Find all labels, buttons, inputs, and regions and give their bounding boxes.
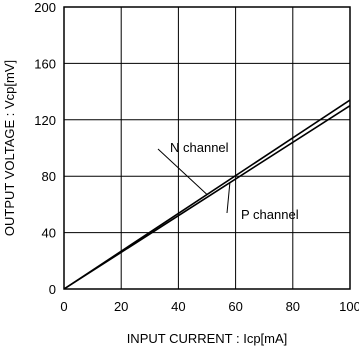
y-tick-label: 80 [42, 169, 56, 184]
x-tick-label: 20 [114, 299, 128, 314]
y-tick-label: 120 [34, 113, 56, 128]
y-tick-label: 0 [49, 282, 56, 297]
x-tick-labels: 0 20 40 60 80 100 [60, 299, 359, 314]
x-tick-label: 40 [171, 299, 185, 314]
x-tick-label: 60 [228, 299, 242, 314]
x-axis-title: INPUT CURRENT : Icp[mA] [127, 331, 288, 346]
annotation-leader-line [226, 182, 231, 214]
series-line-p-channel [63, 105, 351, 290]
annotations: N channel P channel [157, 140, 299, 222]
y-axis-title: OUTPUT VOLTAGE : Vcp[mV] [2, 60, 17, 236]
y-tick-label: 200 [34, 0, 56, 15]
plot-frame [63, 6, 351, 290]
annotation-label: N channel [170, 140, 229, 155]
annotation-label: P channel [241, 207, 299, 222]
x-tick-label: 0 [60, 299, 67, 314]
x-tick-label: 100 [339, 299, 359, 314]
x-tick-label: 80 [286, 299, 300, 314]
y-tick-labels: 0 40 80 120 160 200 [34, 0, 56, 297]
y-tick-label: 40 [42, 226, 56, 241]
y-tick-label: 160 [34, 56, 56, 71]
annotation-leader-line [157, 148, 208, 195]
grid [64, 7, 350, 289]
